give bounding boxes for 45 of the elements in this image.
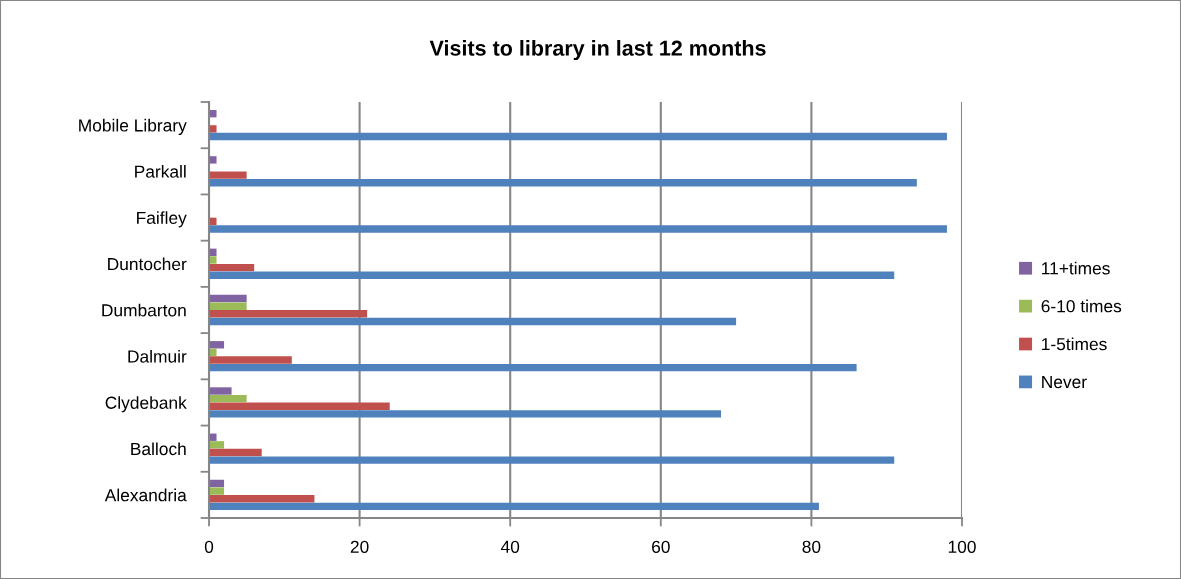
bar bbox=[209, 225, 947, 233]
y-tick-label: Balloch bbox=[131, 442, 186, 456]
bar bbox=[209, 387, 232, 395]
bar bbox=[209, 263, 255, 272]
bar bbox=[209, 310, 368, 318]
y-tick-label: Clydebank bbox=[105, 396, 187, 413]
x-tick-label: 60 bbox=[652, 540, 670, 553]
bar bbox=[209, 487, 225, 495]
x-tick-label: 20 bbox=[350, 540, 369, 553]
bar bbox=[209, 317, 737, 326]
bar bbox=[209, 179, 917, 187]
bar bbox=[209, 125, 217, 133]
chart-title: Visits to library in last 12 months bbox=[429, 39, 766, 61]
bar bbox=[209, 410, 722, 418]
bar bbox=[209, 363, 857, 372]
bar bbox=[209, 256, 217, 264]
y-tick-label: Parkall bbox=[135, 165, 186, 178]
y-tick-label: Dumbarton bbox=[102, 303, 186, 317]
x-tick-label: 100 bbox=[948, 540, 976, 553]
legend-label: Never bbox=[1042, 376, 1087, 389]
bar bbox=[209, 271, 895, 279]
x-tick-label: 40 bbox=[500, 540, 520, 553]
legend-label: 6-10 times bbox=[1041, 299, 1122, 313]
legend-label: 1-5times bbox=[1042, 337, 1107, 351]
bar bbox=[209, 132, 947, 141]
bar bbox=[209, 294, 247, 303]
legend-label: 11+times bbox=[1042, 261, 1110, 275]
bar bbox=[209, 441, 225, 449]
bar bbox=[209, 302, 247, 310]
bar bbox=[209, 448, 262, 457]
bar bbox=[209, 394, 247, 403]
bar bbox=[209, 502, 819, 511]
bar bbox=[209, 495, 315, 503]
y-tick-label: Alexandria bbox=[104, 488, 187, 502]
y-tick-label: Duntocher bbox=[108, 257, 187, 271]
x-tick-label: 0 bbox=[204, 540, 214, 553]
bar bbox=[209, 402, 390, 410]
x-tick-label: 80 bbox=[802, 540, 821, 553]
bar bbox=[209, 356, 292, 364]
y-tick-label: Mobile Library bbox=[79, 118, 187, 135]
y-tick-label: Dalmuir bbox=[128, 349, 187, 363]
bar bbox=[209, 156, 217, 164]
y-tick-label: Faifley bbox=[137, 211, 187, 228]
bar bbox=[209, 456, 895, 464]
bar bbox=[209, 171, 247, 179]
